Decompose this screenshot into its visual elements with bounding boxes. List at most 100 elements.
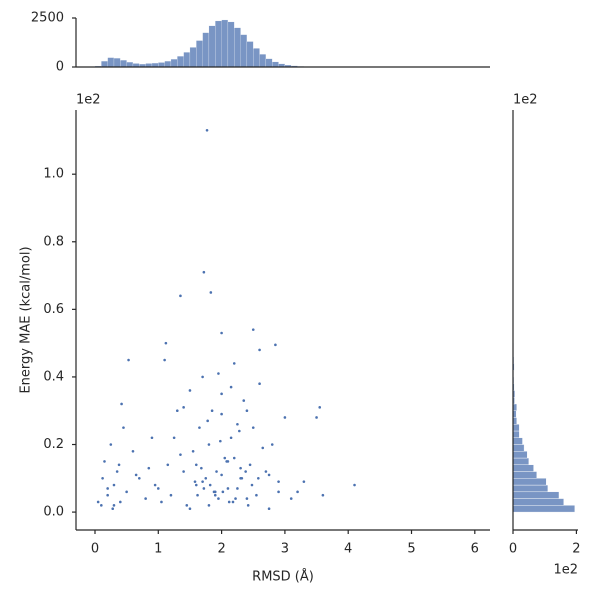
x-axis-label: RMSD (Å) <box>252 569 314 585</box>
hist-bar <box>126 61 134 68</box>
point <box>153 483 157 487</box>
point <box>318 406 322 409</box>
point <box>229 436 233 440</box>
x-tick-label: 2 <box>572 542 580 557</box>
point <box>255 493 258 497</box>
point <box>267 473 271 477</box>
point <box>239 466 242 470</box>
point <box>182 406 185 409</box>
hist-bar <box>158 62 165 68</box>
x-tick-label: 3 <box>281 542 289 557</box>
point <box>277 480 280 483</box>
y-tick-label: 0.6 <box>43 302 64 317</box>
point <box>242 399 246 402</box>
point <box>188 389 192 392</box>
point <box>229 385 233 389</box>
point <box>127 358 130 362</box>
y-tick-label: 0.2 <box>43 437 64 452</box>
point <box>296 490 299 494</box>
point <box>120 402 123 406</box>
hist-bar <box>189 47 197 68</box>
point <box>209 291 213 294</box>
point <box>164 341 168 345</box>
point <box>217 372 220 375</box>
point <box>217 497 220 500</box>
point <box>191 449 195 453</box>
point <box>277 490 280 494</box>
point <box>160 500 163 504</box>
point <box>227 500 231 504</box>
hist-bar <box>512 464 534 472</box>
point <box>179 453 182 456</box>
hist-bar <box>512 471 537 479</box>
point <box>274 343 277 347</box>
point <box>125 490 128 494</box>
point <box>163 358 166 362</box>
point <box>245 409 249 413</box>
point <box>193 480 197 483</box>
x-tick-label: 0 <box>509 542 517 557</box>
point <box>175 409 179 413</box>
point <box>196 493 199 497</box>
hist-bar <box>512 430 520 438</box>
x-tick-label: 6 <box>471 542 479 557</box>
point <box>109 443 113 446</box>
point <box>138 477 141 480</box>
point <box>119 500 122 504</box>
point <box>258 382 261 385</box>
point <box>207 504 211 507</box>
hist-bar <box>183 52 191 68</box>
point <box>194 463 198 467</box>
hist-bar <box>265 58 273 68</box>
point <box>245 497 249 500</box>
point <box>220 392 223 396</box>
point <box>202 487 206 490</box>
point <box>112 504 116 507</box>
point <box>289 497 293 500</box>
point <box>205 128 209 132</box>
point <box>315 416 318 419</box>
hist-bar <box>208 25 216 68</box>
point <box>321 493 325 497</box>
point <box>194 483 198 487</box>
point <box>212 490 216 494</box>
point <box>261 446 265 450</box>
x-tick-label: 0 <box>91 542 99 557</box>
hist-bar <box>253 48 260 68</box>
point <box>207 443 211 446</box>
point <box>166 463 170 467</box>
point <box>248 463 252 467</box>
hist-bar <box>512 444 525 452</box>
point <box>103 460 106 463</box>
point <box>106 493 109 497</box>
x-tick-label: 4 <box>344 542 352 557</box>
y-axis-label: Energy MAE (kcal/mol) <box>19 246 34 393</box>
point <box>185 504 189 507</box>
point <box>169 493 173 497</box>
point <box>96 500 100 504</box>
hist-bar <box>512 451 528 459</box>
y-tick-label: 0.0 <box>43 505 64 520</box>
hist-bar <box>164 61 172 68</box>
hist-bar <box>107 57 115 68</box>
y-tick-label: 0.4 <box>43 369 64 384</box>
point <box>202 270 206 274</box>
point <box>147 466 151 470</box>
point <box>257 477 260 480</box>
point <box>219 439 222 443</box>
point <box>101 477 104 480</box>
hist-bar <box>113 58 121 68</box>
point <box>156 487 160 490</box>
point <box>210 409 214 413</box>
hist-bar <box>272 61 279 68</box>
point <box>220 412 223 416</box>
point <box>232 362 236 365</box>
y-offset-label: 1e2 <box>76 93 101 108</box>
point <box>244 470 247 473</box>
hist-bar <box>170 59 178 68</box>
point <box>150 436 154 440</box>
point <box>204 477 208 480</box>
hist-bar <box>101 61 108 68</box>
point <box>236 487 239 490</box>
hist-bar <box>240 34 248 68</box>
